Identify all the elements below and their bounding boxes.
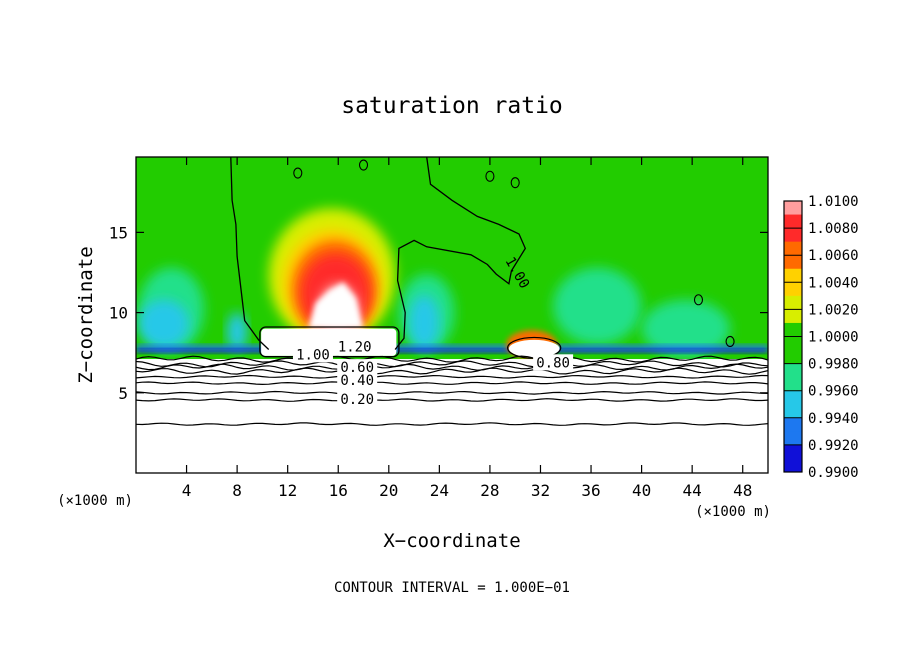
x-tick-label: 44 [683, 481, 702, 500]
contour-label: 0.80 [536, 355, 570, 371]
colorbar-swatch [784, 417, 802, 432]
x-tick-label: 48 [733, 481, 752, 500]
contour-label-bg [292, 346, 333, 363]
stable-layer [136, 359, 768, 473]
contour-small [510, 177, 520, 189]
colorbar-swatch [784, 322, 802, 337]
contour-small [293, 167, 303, 179]
contour-small [358, 159, 369, 171]
contour-line [136, 367, 768, 375]
field-blob [138, 299, 190, 348]
colorbar-swatch [784, 350, 802, 365]
contour-1-00 [394, 157, 527, 350]
colorbar-swatch [784, 201, 802, 216]
x-tick-label: 12 [278, 481, 297, 500]
field-blob [641, 299, 731, 358]
plot-frame [135, 156, 769, 474]
colorbar-swatch [784, 404, 802, 419]
colorbar-swatch [784, 309, 802, 324]
x-axis: 4 8 12 16 20 24 28 32 36 40 44 48 [182, 157, 752, 500]
colorbar-swatch [784, 228, 802, 243]
y-tick-label: 5 [118, 384, 128, 403]
colorbar-swatch [784, 282, 802, 297]
contour-label: 0.20 [340, 392, 374, 408]
contour-line [136, 360, 768, 368]
colorbar-label: 0.9900 [808, 465, 859, 481]
colorbar-swatch [784, 444, 802, 459]
contour-labels: 1.001.201.000.600.400.200.80 [292, 254, 574, 408]
colorbar-swatch [784, 336, 802, 351]
colorbar-label: 1.0060 [808, 248, 859, 264]
colorbar-swatch [784, 363, 802, 378]
field-blob [227, 312, 248, 352]
cloud-region [508, 339, 560, 358]
x-axis-title: X−coordinate [383, 530, 520, 552]
colorbar-label: 0.9960 [808, 384, 859, 400]
colorbar-label: 1.0080 [808, 221, 859, 237]
y-axis-title: Z−coordinate [75, 246, 97, 383]
contour-line [136, 381, 768, 386]
contour-label-bg [334, 338, 375, 355]
contour-small [725, 335, 735, 348]
colorbar-swatch [784, 255, 802, 270]
x-tick-label: 24 [430, 481, 449, 500]
contour-small [693, 294, 704, 306]
field-dry-band [136, 348, 768, 354]
colorbar-label: 1.0100 [808, 194, 859, 210]
contour-label-bg [533, 354, 574, 371]
x-tick-label: 40 [632, 481, 651, 500]
y-tick-label: 15 [109, 223, 128, 242]
x-tick-label: 32 [531, 481, 550, 500]
x-tick-label: 36 [581, 481, 600, 500]
x-unit-left: (×1000 m) [57, 493, 133, 509]
field-blob [409, 294, 440, 350]
x-tick-label: 4 [182, 481, 192, 500]
colorbar-swatch [784, 458, 802, 473]
colorbar-label: 1.0020 [808, 302, 859, 318]
colorbar-label: 1.0040 [808, 275, 859, 291]
colorbar-swatch [784, 214, 802, 229]
x-tick-label: 16 [329, 481, 348, 500]
colorbar-swatch [784, 268, 802, 283]
colorbar-swatch [784, 295, 802, 310]
contour-label: 1.20 [338, 339, 372, 355]
plot-area: 1.001.201.000.600.400.200.80 [136, 157, 768, 473]
y-axis: 5 10 15 [109, 223, 768, 403]
colorbar: 1.0100 1.0080 1.0060 1.0040 1.0020 1.0000 0.99… [783, 194, 859, 481]
field-core [307, 282, 364, 329]
contour-line [136, 363, 768, 371]
colorbar-swatch [784, 377, 802, 392]
colorbar-label: 1.0000 [808, 330, 859, 346]
colorbar-label: 0.9940 [808, 411, 859, 427]
saturation-field [136, 157, 768, 473]
colorbar-swatch [784, 390, 802, 405]
y-tick-label: 10 [109, 304, 128, 323]
contour-interval-note: CONTOUR INTERVAL = 1.000E−01 [334, 580, 570, 596]
colorbar-swatch [784, 431, 802, 446]
colorbar-label: 0.9920 [808, 438, 859, 454]
contour-label-bg [337, 359, 378, 376]
contour-line [136, 390, 768, 395]
contour-small [485, 170, 495, 182]
chart-title: saturation ratio [341, 93, 563, 119]
contour-lines [136, 157, 768, 426]
field-dry-band [136, 344, 768, 352]
contour-label: 0.40 [340, 373, 374, 389]
colorbar-swatch [784, 241, 802, 256]
x-tick-label: 8 [232, 481, 242, 500]
contour-line [136, 374, 768, 379]
contour-line [136, 355, 768, 363]
x-unit-right: (×1000 m) [695, 504, 771, 520]
x-tick-label: 20 [379, 481, 398, 500]
contour-label: 1.00 [296, 347, 330, 363]
contour-line [136, 398, 768, 402]
contour-label-bg [337, 371, 378, 388]
contour-1-00 [230, 157, 270, 350]
contour-label-bg [337, 391, 378, 408]
x-tick-label: 28 [480, 481, 499, 500]
contour-line [136, 422, 768, 426]
field-blob [553, 267, 642, 345]
colorbar-label: 0.9980 [808, 357, 859, 373]
